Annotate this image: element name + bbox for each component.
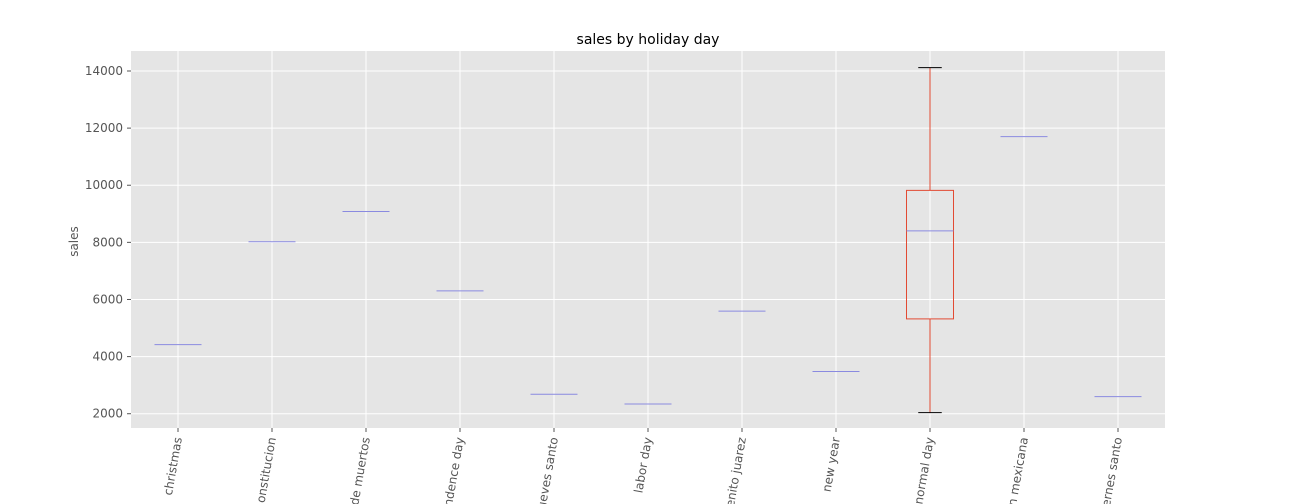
y-axis-label: sales [67, 226, 81, 257]
box-series [154, 67, 1142, 414]
x-tick-label: new year [820, 436, 843, 493]
grid-lines [131, 51, 1165, 428]
x-tick-label: ndence day [441, 436, 467, 504]
x-tick-label: labor day [631, 436, 655, 494]
y-tick-label: 2000 [92, 407, 123, 421]
x-tick-label: de muertos [347, 436, 373, 504]
x-axis-ticks: christmas onstitucion de muertos ndence day… [161, 428, 1125, 504]
x-tick-label: ernes santo [1099, 436, 1125, 504]
x-tick-label: onstitucion [254, 436, 279, 504]
chart-title: sales by holiday day [577, 32, 720, 48]
y-tick-label: 6000 [92, 292, 123, 306]
y-tick-label: 12000 [85, 121, 123, 135]
y-tick-label: 8000 [92, 235, 123, 249]
x-tick-label: n mexicana [1005, 436, 1031, 504]
y-tick-label: 4000 [92, 350, 123, 364]
x-tick-label: ueves santo [535, 436, 561, 504]
x-tick-label: christmas [161, 436, 185, 496]
box-iqr [906, 189, 954, 320]
y-tick-label: 10000 [85, 178, 123, 192]
y-tick-label: 14000 [85, 64, 123, 78]
x-tick-label: normal day [911, 436, 937, 504]
x-tick-label: enito juarez [723, 436, 749, 504]
y-axis-ticks: 2000 4000 6000 8000 10000 12000 14000 [85, 64, 131, 421]
box-normal-day [906, 67, 954, 414]
